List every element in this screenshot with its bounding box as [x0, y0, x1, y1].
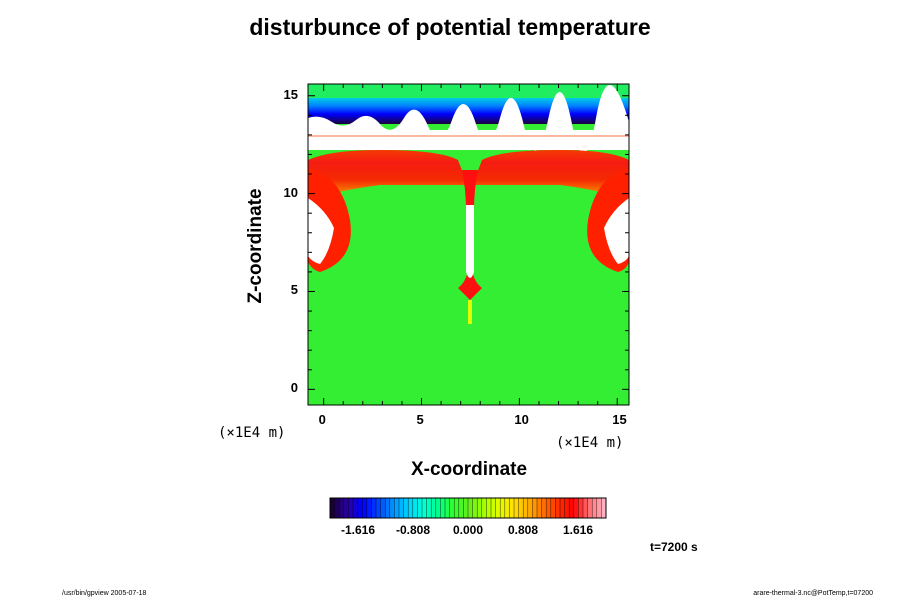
colorbar-cell: [417, 498, 423, 518]
colorbar-cell: [449, 498, 455, 518]
x-tick-label: 10: [514, 412, 529, 427]
colorbar-cell: [527, 498, 533, 518]
colorbar-cell: [555, 498, 561, 518]
colorbar-cell: [560, 498, 565, 518]
colorbar-cell: [523, 498, 529, 518]
colorbar-frame: [329, 497, 607, 519]
colorbar-cell: [445, 498, 450, 518]
heatmap-field: [308, 84, 629, 405]
colorbar-cell: [376, 498, 381, 518]
colorbar-cell: [394, 498, 400, 518]
colorbar-cell: [587, 498, 593, 518]
colorbar-cell: [399, 498, 404, 518]
neutral-gap: [308, 130, 629, 150]
y-tick-label: 15: [283, 86, 298, 102]
y-tick-label: 0: [290, 380, 298, 396]
colorbar-cell: [366, 498, 372, 518]
colorbar-cell: [500, 498, 506, 518]
colorbar-cell: [550, 498, 556, 518]
tick-marks: [308, 84, 629, 405]
footer-left: /usr/bin/gpview 2005-07-18: [62, 590, 147, 597]
colorbar-label: 0.000: [452, 523, 484, 537]
colorbar-cell: [569, 498, 575, 518]
x-axis-unit-right: (×1E4 m): [556, 435, 624, 451]
x-tick-label: 5: [416, 412, 424, 427]
colorbar-cell: [596, 498, 602, 518]
colorbar-cell: [412, 498, 418, 518]
colorbar-cell: [334, 498, 340, 518]
colorbar-cell: [454, 498, 460, 518]
colorbar-cell: [408, 498, 414, 518]
x-axis-title: X-coordinate: [410, 459, 528, 480]
colorbar-cell: [573, 498, 579, 518]
y-axis-title: Z-coordinate: [245, 188, 266, 304]
colorbar-cell: [601, 498, 607, 518]
colorbar-label: 1.616: [562, 523, 594, 537]
colorbar-cell: [371, 498, 377, 518]
colorbar-cell: [532, 498, 538, 518]
time-label: t=7200 s: [650, 540, 698, 554]
colorbar-cell: [339, 498, 345, 518]
colorbar-cell: [422, 498, 427, 518]
colorbar-cell: [472, 498, 478, 518]
warm-band: [308, 150, 629, 200]
colorbar-label: -0.808: [395, 523, 431, 537]
colorbar-cell: [389, 498, 395, 518]
colorbar-cell: [491, 498, 496, 518]
colorbar-cell: [481, 498, 487, 518]
colorbar-cell: [403, 498, 409, 518]
colorbar-cell: [504, 498, 510, 518]
upper-layer-wave: [308, 84, 629, 154]
colorbar-cell: [431, 498, 437, 518]
colorbar: [329, 498, 607, 518]
colorbar-cell: [477, 498, 483, 518]
colorbar-cell: [385, 498, 391, 518]
colorbar-cell: [330, 498, 335, 518]
colorbar-cell: [426, 498, 432, 518]
x-tick-label: 15: [612, 412, 627, 427]
colorbar-cell: [348, 498, 354, 518]
colorbar-cell: [362, 498, 368, 518]
colorbar-cell: [435, 498, 441, 518]
colorbar-cell: [578, 498, 584, 518]
colorbar-cell: [546, 498, 552, 518]
colorbar-cell: [357, 498, 363, 518]
colorbar-cell: [486, 498, 492, 518]
colorbar-cell: [592, 498, 598, 518]
x-axis-unit-left: (×1E4 m): [218, 425, 286, 441]
plot-frame: [307, 83, 630, 406]
colorbar-cell: [564, 498, 570, 518]
colorbar-cell: [583, 498, 588, 518]
footer-right: arare-thermal-3.nc@PotTemp,t=07200: [753, 590, 873, 597]
colorbar-cell: [537, 498, 542, 518]
colorbar-cell: [380, 498, 386, 518]
colorbar-cell: [495, 498, 501, 518]
colorbar-cell: [458, 498, 464, 518]
x-tick-label: 0: [318, 412, 326, 427]
colorbar-cell: [518, 498, 524, 518]
colorbar-cell: [514, 498, 519, 518]
colorbar-cell: [353, 498, 358, 518]
colorbar-cell: [468, 498, 473, 518]
colorbar-label: -1.616: [340, 523, 376, 537]
colorbar-cell: [343, 498, 349, 518]
colorbar-cell: [541, 498, 547, 518]
colorbar-cell: [463, 498, 469, 518]
colorbar-cell: [509, 498, 515, 518]
y-tick-label: 10: [283, 184, 298, 200]
colorbar-cell: [440, 498, 446, 518]
y-tick-label: 5: [290, 282, 298, 298]
chart-title: disturbunce of potential temperature: [249, 14, 651, 40]
colorbar-label: 0.808: [507, 523, 539, 537]
